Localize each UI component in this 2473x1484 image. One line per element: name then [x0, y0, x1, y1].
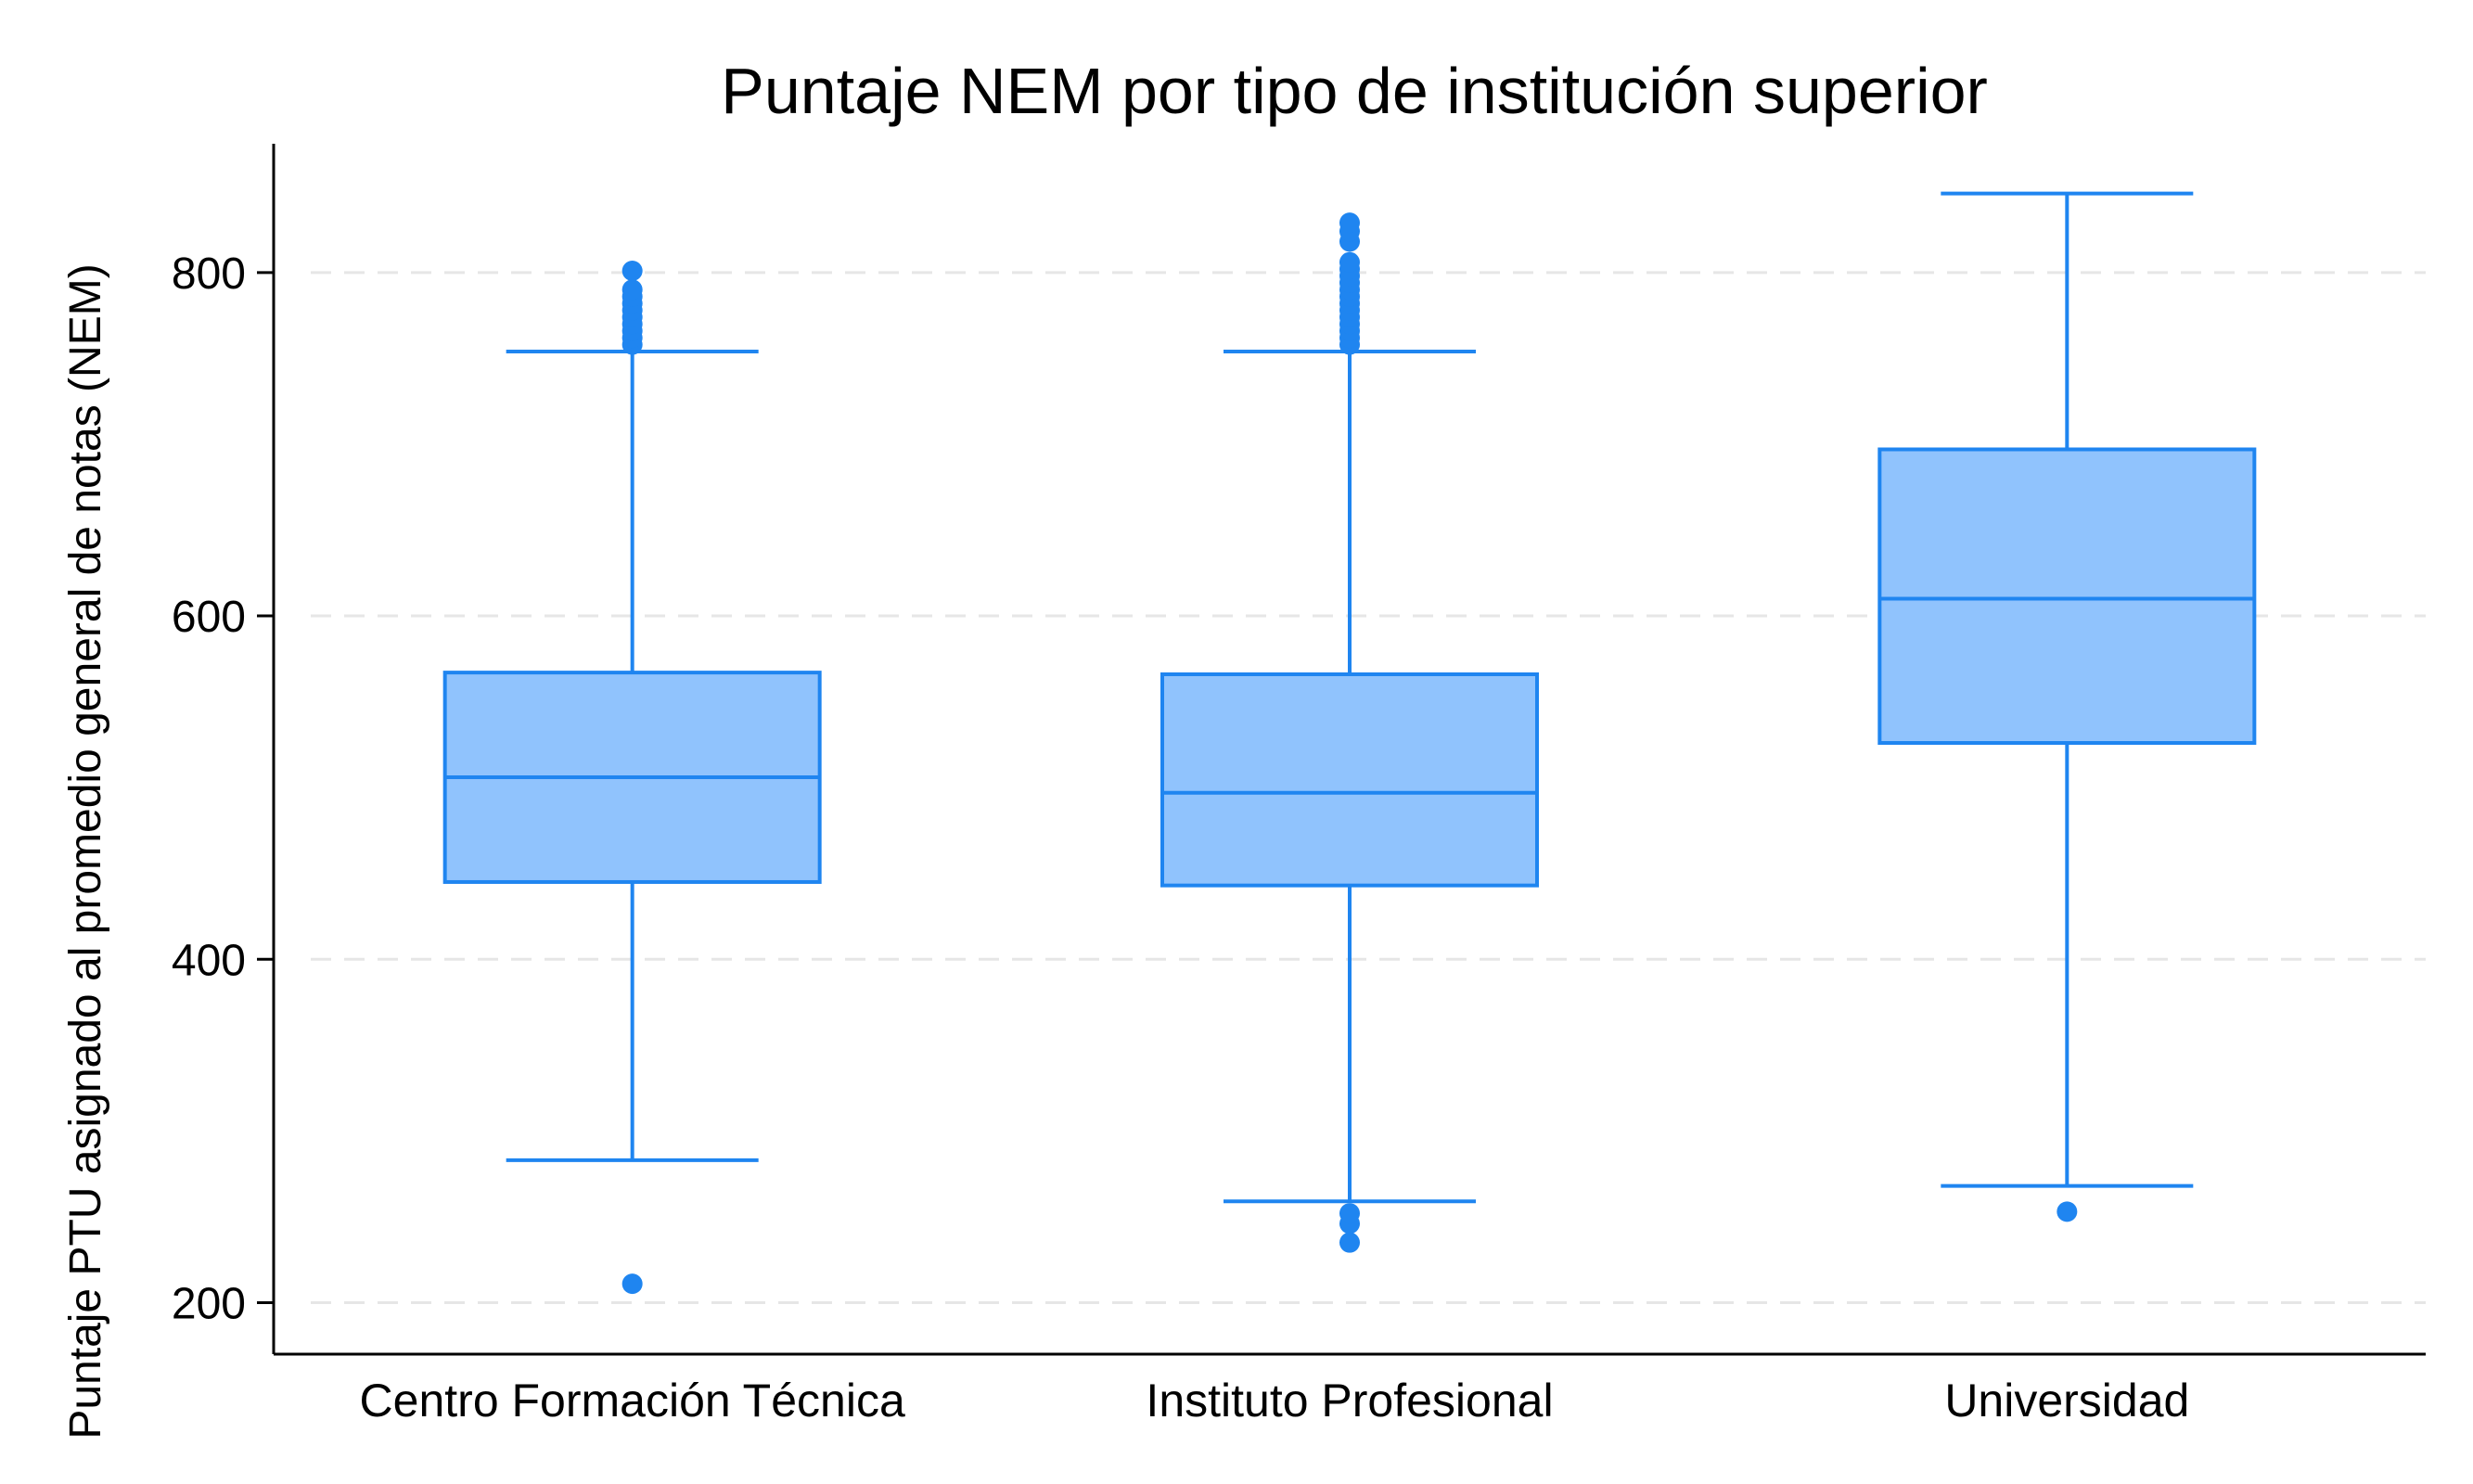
iqr-box [1877, 447, 2257, 746]
outlier-point [1339, 1203, 1360, 1224]
category-labels: Centro Formación Técnica Instituto Profes… [360, 1375, 2190, 1426]
boxes [442, 191, 2257, 1295]
outlier-point [621, 1273, 643, 1295]
y-axis-label: Puntaje PTU asignado al promedio general… [61, 263, 110, 1439]
outlier-point [1339, 1232, 1360, 1253]
y-tick-label-800: 800 [172, 249, 246, 299]
box-group-2 [1160, 212, 1539, 1253]
box-group-1 [442, 260, 822, 1295]
iqr-box [1160, 672, 1539, 888]
x-category-label-1: Centro Formación Técnica [360, 1375, 905, 1426]
y-tick-label-600: 600 [172, 593, 246, 642]
outlier-point [1339, 251, 1360, 273]
x-category-label-2: Instituto Profesional [1146, 1375, 1553, 1426]
chart-title: Puntaje NEM por tipo de institución supe… [721, 55, 1988, 127]
gridlines [311, 271, 2426, 1304]
box-group-3 [1877, 191, 2257, 1222]
outlier-point [1339, 212, 1360, 234]
x-category-label-3: Universidad [1944, 1375, 2189, 1426]
y-tick-label-200: 200 [172, 1279, 246, 1328]
axes: 200 400 600 800 [172, 144, 2426, 1356]
outlier-point [621, 260, 643, 281]
outlier-point [2057, 1201, 2078, 1222]
outlier-point [621, 279, 643, 301]
y-tick-label-400: 400 [172, 936, 246, 985]
